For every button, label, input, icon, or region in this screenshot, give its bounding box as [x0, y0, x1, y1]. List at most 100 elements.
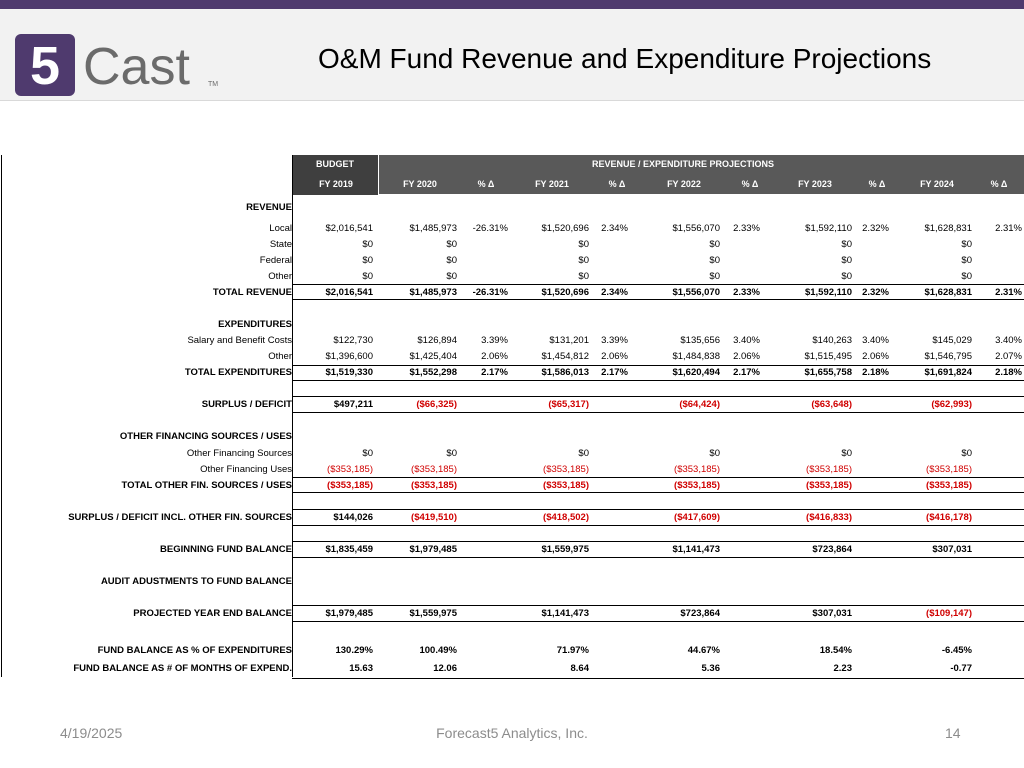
table-cell: $0 [961, 448, 972, 459]
table-cell: 2.18% [995, 367, 1022, 378]
table-cell: $1,552,298 [409, 367, 457, 378]
table-cell: 2.33% [733, 287, 760, 298]
table-row: TOTAL OTHER FIN. SOURCES / USES ($353,185… [0, 480, 1024, 492]
table-cell: ($353,185) [327, 480, 373, 491]
table-cell: ($353,185) [543, 464, 589, 475]
table-row: Federal $0 $0 $0 $0 $0 $0 [0, 255, 1024, 267]
table-cell: $497,211 [333, 399, 373, 410]
table-row: REVENUE [0, 202, 1024, 214]
table-cell: 15.63 [349, 663, 373, 674]
table-row: FUND BALANCE AS # OF MONTHS OF EXPEND. 15… [0, 663, 1024, 675]
table-cell: $1,425,404 [409, 351, 457, 362]
logo-digit: 5 [30, 36, 60, 96]
row-rule [292, 380, 1024, 381]
table-cell: $723,864 [812, 544, 852, 555]
table-cell: -26.31% [472, 223, 508, 234]
table-cell: $0 [362, 448, 373, 459]
column-header: % Δ [741, 179, 759, 189]
table-cell: ($353,185) [327, 464, 373, 475]
logo: 5 Cast TM [15, 34, 218, 96]
row-rule [292, 525, 1024, 526]
table-cell: $1,485,973 [409, 287, 457, 298]
row-label: Other Financing Uses [200, 464, 292, 475]
table-left-border [1, 155, 2, 677]
table-cell: $0 [709, 448, 720, 459]
column-header: FY 2020 [403, 179, 437, 189]
table-cell: -6.45% [941, 645, 972, 656]
table-cell: ($353,185) [806, 480, 852, 491]
table-cell: 2.06% [601, 351, 628, 362]
row-rule [292, 621, 1024, 622]
column-header: % Δ [868, 179, 886, 189]
table-cell: ($109,147) [926, 608, 972, 619]
table-cell: $1,586,013 [541, 367, 589, 378]
table-cell: $0 [578, 239, 589, 250]
row-label: FUND BALANCE AS % OF EXPENDITURES [97, 645, 292, 656]
table-cell: ($416,833) [806, 512, 852, 523]
table-cell: $0 [578, 255, 589, 266]
table-row: Other Financing Uses ($353,185) ($353,185)… [0, 464, 1024, 476]
table-cell: $0 [446, 239, 457, 250]
table-cell: 2.33% [733, 223, 760, 234]
table-cell: $126,894 [417, 335, 457, 346]
row-rule [292, 557, 1024, 558]
table-cell: -0.77 [950, 663, 972, 674]
table-cell: $723,864 [680, 608, 720, 619]
table-cell: ($353,185) [411, 464, 457, 475]
table-cell: $0 [841, 448, 852, 459]
table-cell: 3.40% [733, 335, 760, 346]
row-label: EXPENDITURES [218, 319, 292, 330]
budget-label: BUDGET [316, 159, 354, 169]
row-label: REVENUE [246, 202, 292, 213]
columns-header [379, 174, 1024, 194]
table-cell: $1,396,600 [325, 351, 373, 362]
table-cell: $0 [961, 239, 972, 250]
row-rule [292, 492, 1024, 493]
row-label: Other Financing Sources [186, 448, 292, 459]
row-rule [292, 284, 1024, 285]
label-column-separator [292, 155, 293, 677]
column-header: % Δ [990, 179, 1008, 189]
table-cell: $0 [841, 239, 852, 250]
table-cell: 8.64 [570, 663, 590, 674]
table-cell: $1,691,824 [924, 367, 972, 378]
table-cell: ($353,185) [411, 480, 457, 491]
table-cell: 2.34% [601, 223, 628, 234]
table-row: Other $0 $0 $0 $0 $0 $0 [0, 271, 1024, 283]
table-cell: $1,515,495 [804, 351, 852, 362]
table-cell: 2.06% [481, 351, 508, 362]
table-row: SURPLUS / DEFICIT INCL. OTHER FIN. SOURC… [0, 512, 1024, 524]
table-row: PROJECTED YEAR END BALANCE $1,979,485 $1,5… [0, 608, 1024, 620]
row-rule [292, 541, 1024, 542]
table-cell: $1,485,973 [409, 223, 457, 234]
table-cell: 44.67% [687, 645, 720, 656]
budget-header [293, 155, 378, 195]
table-cell: $1,484,838 [672, 351, 720, 362]
table-cell: $144,026 [333, 512, 373, 523]
table-cell: $1,141,473 [672, 544, 720, 555]
row-label: Local [269, 223, 292, 234]
table-cell: $1,141,473 [541, 608, 589, 619]
table-cell: $1,556,070 [672, 287, 720, 298]
row-label: Federal [259, 255, 292, 266]
table-cell: $1,592,110 [804, 287, 852, 298]
row-label: Other [268, 351, 292, 362]
logo-trademark: TM [208, 81, 218, 88]
table-cell: $0 [578, 448, 589, 459]
table-cell: $0 [446, 255, 457, 266]
table-cell: 2.06% [733, 351, 760, 362]
table-row: State $0 $0 $0 $0 $0 $0 [0, 239, 1024, 251]
table-cell: ($353,185) [926, 464, 972, 475]
row-label: FUND BALANCE AS # OF MONTHS OF EXPEND. [73, 663, 292, 674]
table-cell: 2.31% [995, 223, 1022, 234]
table-cell: $0 [961, 255, 972, 266]
table-cell: $122,730 [333, 335, 373, 346]
table-cell: 2.07% [995, 351, 1022, 362]
table-row: OTHER FINANCING SOURCES / USES [0, 431, 1024, 443]
table-cell: 18.54% [819, 645, 852, 656]
table-cell: $1,556,070 [672, 223, 720, 234]
row-rule [292, 509, 1024, 510]
row-label: TOTAL OTHER FIN. SOURCES / USES [121, 480, 293, 491]
table-cell: ($62,993) [931, 399, 972, 410]
row-label: OTHER FINANCING SOURCES / USES [119, 431, 292, 442]
